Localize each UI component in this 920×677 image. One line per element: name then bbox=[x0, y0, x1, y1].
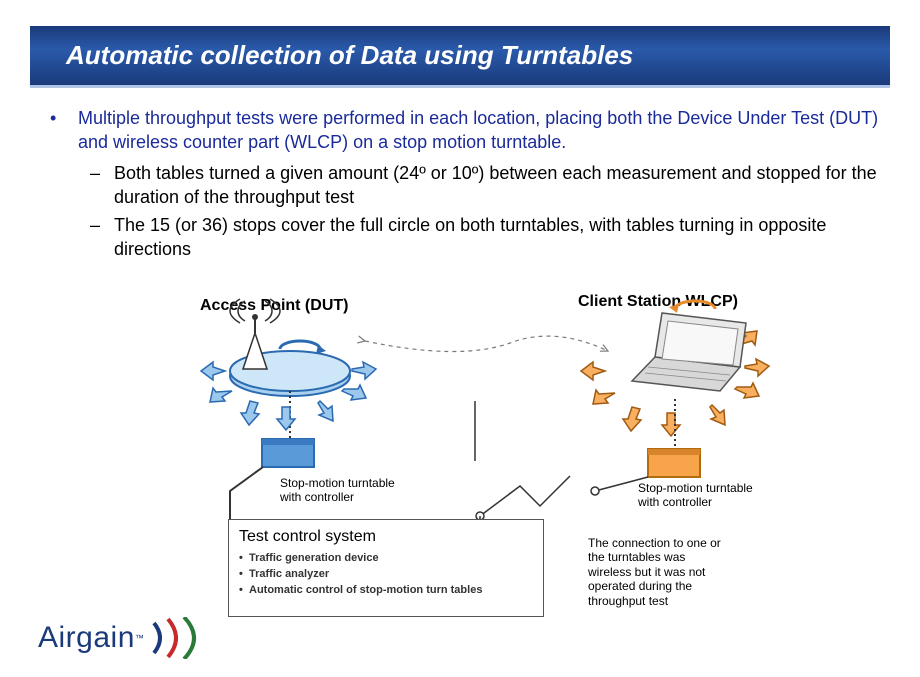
bullet-level2: – Both tables turned a given amount (24º… bbox=[90, 161, 880, 210]
connection-note: The connection to one or the turntables … bbox=[588, 536, 721, 608]
ctrl-item-text: Automatic control of stop-motion turn ta… bbox=[249, 584, 482, 596]
logo-text: Airgain bbox=[38, 621, 135, 655]
caption-line: Stop-motion turntable bbox=[638, 481, 753, 495]
note-line: operated during the bbox=[588, 579, 692, 593]
ctrl-item: •Traffic generation device bbox=[229, 550, 543, 566]
caption-line: Stop-motion turntable bbox=[280, 476, 395, 490]
ctrl-item: •Automatic control of stop-motion turn t… bbox=[229, 582, 543, 598]
bullet-text: Multiple throughput tests were performed… bbox=[78, 106, 880, 155]
bullet-level2: – The 15 (or 36) stops cover the full ci… bbox=[90, 213, 880, 262]
test-control-box: Test control system •Traffic generation … bbox=[228, 519, 544, 617]
ctrl-item-text: Traffic analyzer bbox=[249, 568, 329, 580]
body-content: • Multiple throughput tests were perform… bbox=[0, 88, 920, 262]
caption-line: with controller bbox=[638, 495, 712, 509]
bullet-text: Both tables turned a given amount (24º o… bbox=[114, 161, 880, 210]
ctrl-title: Test control system bbox=[229, 520, 543, 550]
dash-mark: – bbox=[90, 213, 114, 262]
note-line: throughput test bbox=[588, 594, 668, 608]
airgain-logo: Airgain ™ bbox=[38, 617, 218, 659]
note-line: the turntables was bbox=[588, 550, 685, 564]
note-line: The connection to one or bbox=[588, 536, 721, 550]
right-turntable-caption: Stop-motion turntable with controller bbox=[638, 481, 753, 510]
logo-tm: ™ bbox=[135, 633, 144, 643]
dash-mark: – bbox=[90, 161, 114, 210]
bullet-text: The 15 (or 36) stops cover the full circ… bbox=[114, 213, 880, 262]
bullet-mark: • bbox=[50, 106, 78, 155]
wireless-link bbox=[365, 336, 608, 351]
caption-line: with controller bbox=[280, 490, 354, 504]
logo-arcs-icon bbox=[148, 617, 218, 659]
note-line: wireless but it was not bbox=[588, 565, 705, 579]
bullet-level1: • Multiple throughput tests were perform… bbox=[50, 106, 880, 155]
slide-title: Automatic collection of Data using Turnt… bbox=[30, 26, 890, 88]
ctrl-item: •Traffic analyzer bbox=[229, 566, 543, 582]
left-turntable-caption: Stop-motion turntable with controller bbox=[280, 476, 395, 505]
ctrl-item-text: Traffic generation device bbox=[249, 552, 379, 564]
